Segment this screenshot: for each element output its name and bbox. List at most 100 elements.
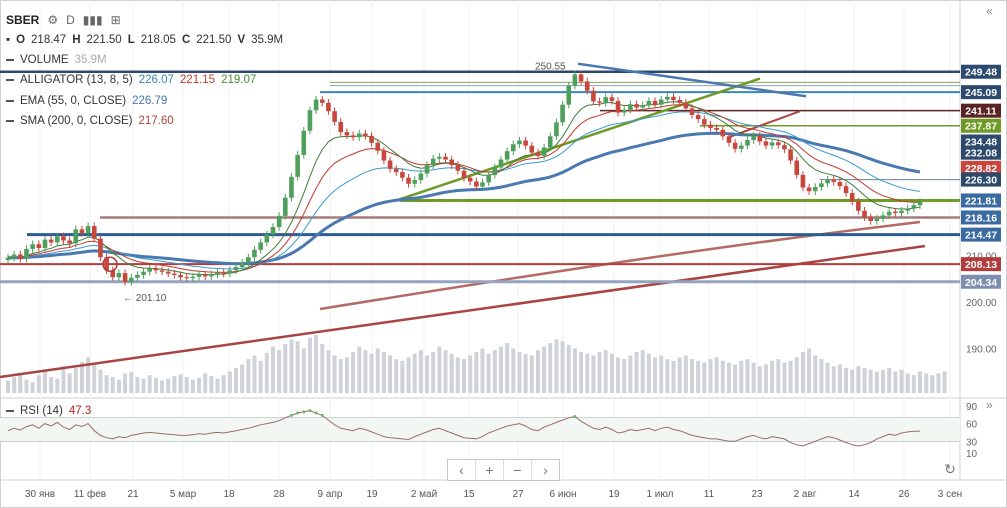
volume-bar [757,366,762,393]
x-tick-label: 19 [608,489,620,500]
candle-body [461,170,467,178]
price-badge-label: 241.11 [965,106,997,118]
bars-icon[interactable]: ▮▮▮ [82,13,103,27]
rsi-line [7,410,921,447]
scroll-left-button[interactable]: ‹ [448,460,476,480]
volume-bar [640,350,645,393]
rsi-overbought-mark [302,410,306,414]
price-badge [961,118,1001,133]
volume-bar [462,359,466,393]
zoom-out-button[interactable]: − [504,460,532,480]
volume-bar [733,364,738,393]
candle-body [85,226,91,234]
candle-body [252,249,257,258]
candle-body [677,100,682,103]
volume-bar [911,375,916,393]
rsi-legend[interactable]: RSI (14) 47.3 [6,405,91,417]
volume-bar [523,353,528,393]
indicator-ema[interactable]: EMA (55, 0, CLOSE) 226.79 [6,95,167,107]
volume-bar [603,350,608,393]
volume-bar [135,376,140,393]
candle-body [233,267,239,271]
indicator-value: 226.79 [132,95,168,107]
volume-bar [449,353,454,393]
compare-icon[interactable]: ⊞ [110,13,121,27]
y-tick-label: 200.00 [966,298,997,309]
candle-body [319,99,325,103]
x-tick-label: 15 [463,489,475,500]
volume-bar [388,355,393,393]
symbol-label[interactable]: SBER [6,13,40,27]
volume-bar [6,380,10,393]
volume-bar [357,346,362,393]
volume-bar [905,373,910,393]
candle-body [338,121,344,133]
volume-bar [881,369,886,393]
candle-body [387,160,393,169]
expand-icon[interactable]: » [986,398,993,412]
menu-icon[interactable]: ▪ [6,34,11,46]
volume-bar [443,350,448,393]
candle-body [745,140,750,146]
candle-body [486,174,491,183]
price-badge [961,274,1001,289]
volume-bar [535,350,540,393]
candle-body [165,271,171,274]
gear-icon[interactable]: ⚙ [47,13,59,27]
candle-body [209,274,214,277]
volume-bar [825,362,830,393]
candle-body [917,201,923,206]
candle-body [806,187,812,192]
volume-bar [585,353,590,393]
candle-body [135,274,140,278]
indicator-volume[interactable]: VOLUME 35.9M [6,54,107,66]
volume-bar [745,359,750,393]
volume-bar [160,380,165,393]
volume-bar [850,369,855,393]
volume-bar [153,377,158,393]
reset-icon[interactable]: ↻ [944,460,956,477]
candle-body [289,176,294,198]
candle-body [153,268,159,271]
collapse-icon[interactable]: « [986,4,993,18]
volume-bar [246,359,251,393]
indicator-value: 226.07 [138,74,174,86]
volume-bar [24,379,29,393]
volume-bar [116,379,121,393]
candle-body [862,210,867,218]
price-badge-label: 228.82 [965,163,997,175]
volume-bar [326,350,331,393]
candle-body [11,254,17,258]
indicator-sma[interactable]: SMA (200, 0, CLOSE) 217.60 [6,115,174,127]
timeframe-button[interactable]: D [66,13,75,27]
volume-bar [542,346,547,393]
candle-body [307,110,313,131]
volume-bar [862,368,867,393]
volume-bar [98,369,103,393]
volume-bar [665,359,670,393]
candle-body [42,239,48,248]
candle-body [615,100,621,113]
volume-bar [166,378,171,393]
volume-bar [110,376,115,393]
volume-bar [770,360,775,393]
volume-bar [209,376,214,393]
candle-body [874,218,880,221]
volume-bar [30,382,35,393]
volume-bar [807,348,812,393]
volume-bar [609,353,614,393]
candle-body [467,177,473,182]
indicator-alligator[interactable]: ALLIGATOR (13, 8, 5) 226.07 221.15 219.0… [6,74,256,86]
volume-bar [646,353,651,393]
candle-body [430,158,436,166]
candle-body [634,104,639,108]
scroll-right-button[interactable]: › [543,462,548,478]
candle-body [751,135,756,141]
volume-bar [511,348,516,393]
candle-body [393,168,399,173]
candle-body [122,273,128,282]
rsi-band [0,417,960,442]
volume-bar [918,371,922,393]
zoom-in-button[interactable]: + [476,460,504,480]
